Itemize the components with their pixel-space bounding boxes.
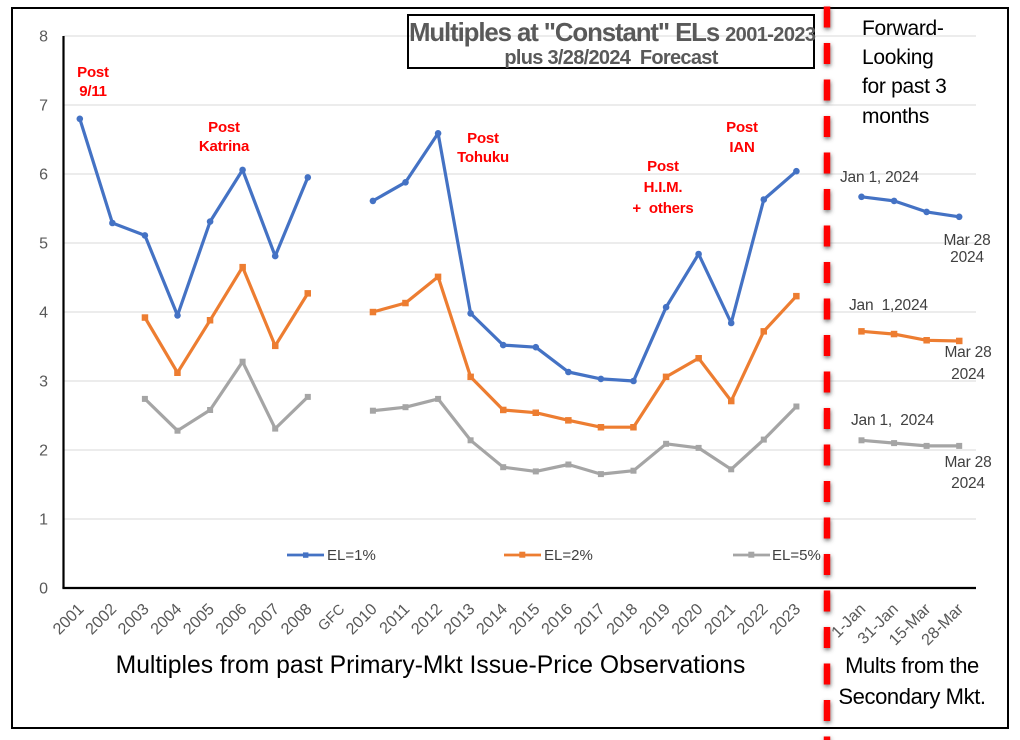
svg-text:2020: 2020 bbox=[668, 600, 706, 638]
svg-text:7: 7 bbox=[39, 98, 48, 115]
svg-text:2008: 2008 bbox=[277, 600, 315, 638]
svg-text:2011: 2011 bbox=[376, 600, 413, 637]
svg-text:GFC: GFC bbox=[315, 602, 348, 635]
svg-text:2001: 2001 bbox=[49, 600, 87, 638]
svg-text:2007: 2007 bbox=[245, 600, 283, 638]
svg-text:2002: 2002 bbox=[82, 600, 120, 638]
svg-text:2013: 2013 bbox=[440, 600, 478, 638]
svg-text:2012: 2012 bbox=[408, 600, 446, 638]
svg-text:2005: 2005 bbox=[180, 600, 218, 638]
svg-text:2014: 2014 bbox=[473, 600, 511, 638]
svg-text:8: 8 bbox=[39, 29, 48, 46]
svg-text:2: 2 bbox=[39, 443, 48, 460]
svg-text:2023: 2023 bbox=[766, 600, 804, 638]
svg-text:3: 3 bbox=[39, 374, 48, 391]
svg-text:2016: 2016 bbox=[538, 600, 576, 638]
svg-text:2003: 2003 bbox=[115, 600, 153, 638]
svg-text:2017: 2017 bbox=[571, 600, 609, 638]
svg-text:6: 6 bbox=[39, 167, 48, 184]
svg-text:2021: 2021 bbox=[701, 600, 739, 638]
svg-text:2006: 2006 bbox=[212, 600, 250, 638]
svg-text:2022: 2022 bbox=[733, 600, 771, 638]
svg-text:2019: 2019 bbox=[636, 600, 674, 638]
svg-text:5: 5 bbox=[39, 236, 48, 253]
svg-text:0: 0 bbox=[39, 581, 48, 598]
svg-text:2015: 2015 bbox=[505, 600, 543, 638]
svg-text:4: 4 bbox=[39, 305, 48, 322]
svg-text:2004: 2004 bbox=[147, 600, 185, 638]
svg-text:2010: 2010 bbox=[343, 600, 381, 638]
svg-text:1: 1 bbox=[39, 512, 48, 529]
svg-text:2018: 2018 bbox=[603, 600, 641, 638]
